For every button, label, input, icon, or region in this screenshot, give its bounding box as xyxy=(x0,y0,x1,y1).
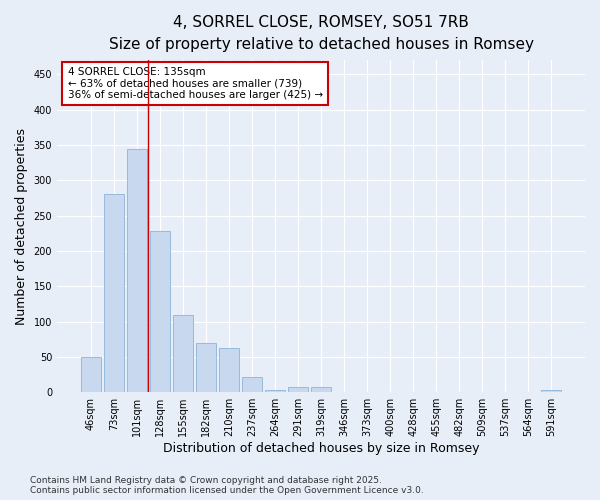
Bar xyxy=(81,357,101,392)
Bar xyxy=(104,194,124,392)
Bar xyxy=(150,231,170,392)
Text: 4 SORREL CLOSE: 135sqm
← 63% of detached houses are smaller (739)
36% of semi-de: 4 SORREL CLOSE: 135sqm ← 63% of detached… xyxy=(68,67,323,100)
Bar xyxy=(242,376,262,392)
X-axis label: Distribution of detached houses by size in Romsey: Distribution of detached houses by size … xyxy=(163,442,479,455)
Bar xyxy=(127,148,146,392)
Text: Contains HM Land Registry data © Crown copyright and database right 2025.
Contai: Contains HM Land Registry data © Crown c… xyxy=(30,476,424,495)
Bar xyxy=(173,314,193,392)
Bar xyxy=(196,343,216,392)
Title: 4, SORREL CLOSE, ROMSEY, SO51 7RB
Size of property relative to detached houses i: 4, SORREL CLOSE, ROMSEY, SO51 7RB Size o… xyxy=(109,15,533,52)
Bar xyxy=(311,386,331,392)
Bar xyxy=(288,388,308,392)
Y-axis label: Number of detached properties: Number of detached properties xyxy=(15,128,28,325)
Bar xyxy=(219,348,239,392)
Bar xyxy=(541,390,561,392)
Bar xyxy=(265,390,285,392)
